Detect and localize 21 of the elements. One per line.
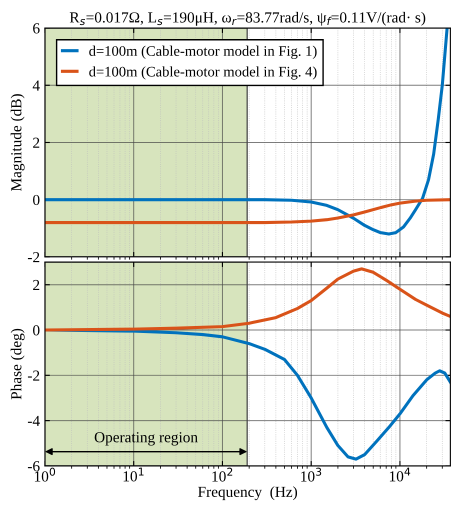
- legend-label: d=100m (Cable-motor model in Fig. 4): [89, 66, 317, 80]
- y-tick-label: 6: [33, 23, 40, 34]
- y-axis-title: Phase (deg): [10, 328, 25, 400]
- y-tick-label: 0: [33, 325, 40, 336]
- band-label: Operating region: [94, 432, 198, 446]
- y-tick-label: 0: [33, 194, 40, 206]
- x-tick-label: 10$^{3}$: [301, 468, 322, 482]
- y-tick-label: -6: [28, 461, 40, 472]
- legend-label: d=100m (Cable-motor model in Fig. 1): [89, 46, 317, 59]
- y-tick-label: -2: [28, 370, 40, 381]
- y-tick-label: -2: [28, 252, 40, 262]
- y-tick-label: -4: [28, 416, 40, 426]
- y-axis-title: Magnitude (dB): [10, 94, 25, 192]
- y-tick-label: 2: [33, 138, 40, 148]
- x-tick-label: 10$^{2}$: [212, 468, 232, 482]
- x-axis-title: Frequency (Hz): [198, 486, 298, 500]
- y-tick-label: 4: [32, 80, 40, 91]
- x-tick-label: 10$^{1}$: [124, 468, 144, 482]
- y-tick-label: 2: [33, 280, 40, 290]
- chart-title: R$_{s}$=0.017Ω, L$_{s}$=190μH, ω$_{r}$=83.77rad/s, ψ$_{f}$=0.11V/(rad· s): [70, 12, 426, 26]
- x-tick-label: 10$^{4}$: [390, 468, 410, 482]
